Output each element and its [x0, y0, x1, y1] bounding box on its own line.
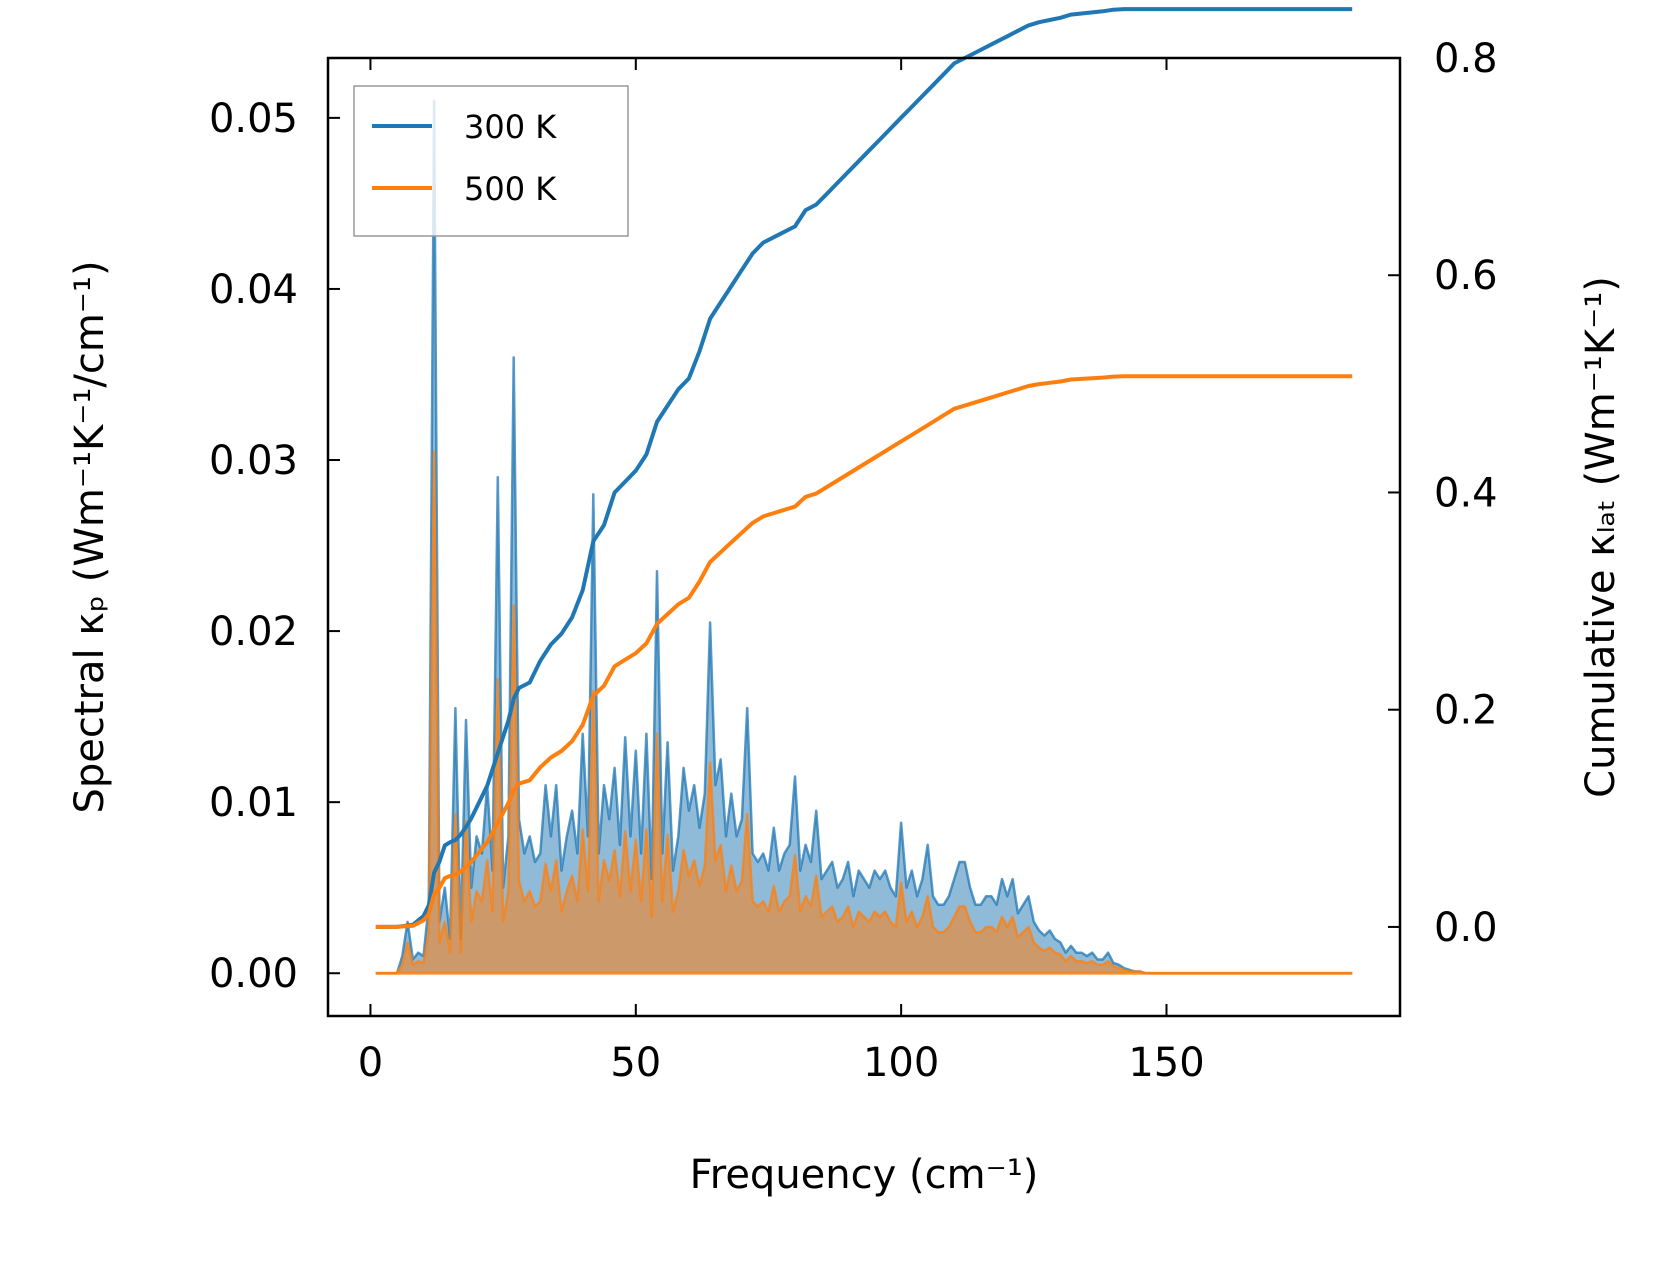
x-tick-label: 100: [863, 1040, 939, 1086]
right-y-tick-label: 0.0: [1434, 905, 1498, 951]
left-y-tick-label: 0.01: [209, 780, 298, 826]
x-tick-label: 50: [610, 1040, 661, 1086]
x-tick-label: 150: [1128, 1040, 1204, 1086]
left-y-tick-label: 0.02: [209, 609, 298, 655]
left-y-tick-label: 0.00: [209, 951, 298, 997]
right-y-tick-label: 0.8: [1434, 36, 1498, 82]
legend: 300 K 500 K: [353, 85, 629, 237]
left-axis-title: Spectral κₚ (Wm⁻¹K⁻¹/cm⁻¹): [67, 260, 113, 813]
legend-label-500k: 500 K: [464, 170, 557, 208]
left-y-tick-label: 0.03: [209, 438, 298, 484]
legend-label-300k: 300 K: [464, 108, 557, 146]
plot-area: 0 50 100 150 0.00 0.01 0.02 0.03 0.04 0.05 0.0 0.2 0…: [209, 7, 1498, 1086]
x-axis-title: Frequency (cm⁻¹): [690, 1152, 1039, 1198]
right-axis-title: Cumulative κₗₐₜ (Wm⁻¹K⁻¹): [1578, 276, 1624, 798]
cumulative-line-300k: [375, 7, 1353, 929]
left-y-tick-label: 0.04: [209, 267, 298, 313]
ticks-layer: 0 50 100 150 0.00 0.01 0.02 0.03 0.04 0.05 0.0 0.2 0…: [209, 36, 1498, 1086]
spectral-line-300k: [375, 99, 1353, 975]
legend-frame: [353, 85, 629, 237]
axes-frame: [326, 56, 1402, 1018]
right-y-tick-label: 0.6: [1434, 253, 1498, 299]
right-y-tick-label: 0.2: [1434, 688, 1498, 734]
cumulative-line-500k: [375, 374, 1353, 929]
cumulative-layer: [375, 7, 1353, 929]
spectral-fill-300k: [375, 100, 1353, 974]
spectral-fill-500k: [375, 451, 1353, 974]
right-y-tick-label: 0.4: [1434, 470, 1498, 516]
spectral-line-500k: [375, 450, 1353, 975]
spectral-layer: [375, 99, 1353, 975]
left-y-tick-label: 0.05: [209, 96, 298, 142]
x-tick-label: 0: [358, 1040, 383, 1086]
